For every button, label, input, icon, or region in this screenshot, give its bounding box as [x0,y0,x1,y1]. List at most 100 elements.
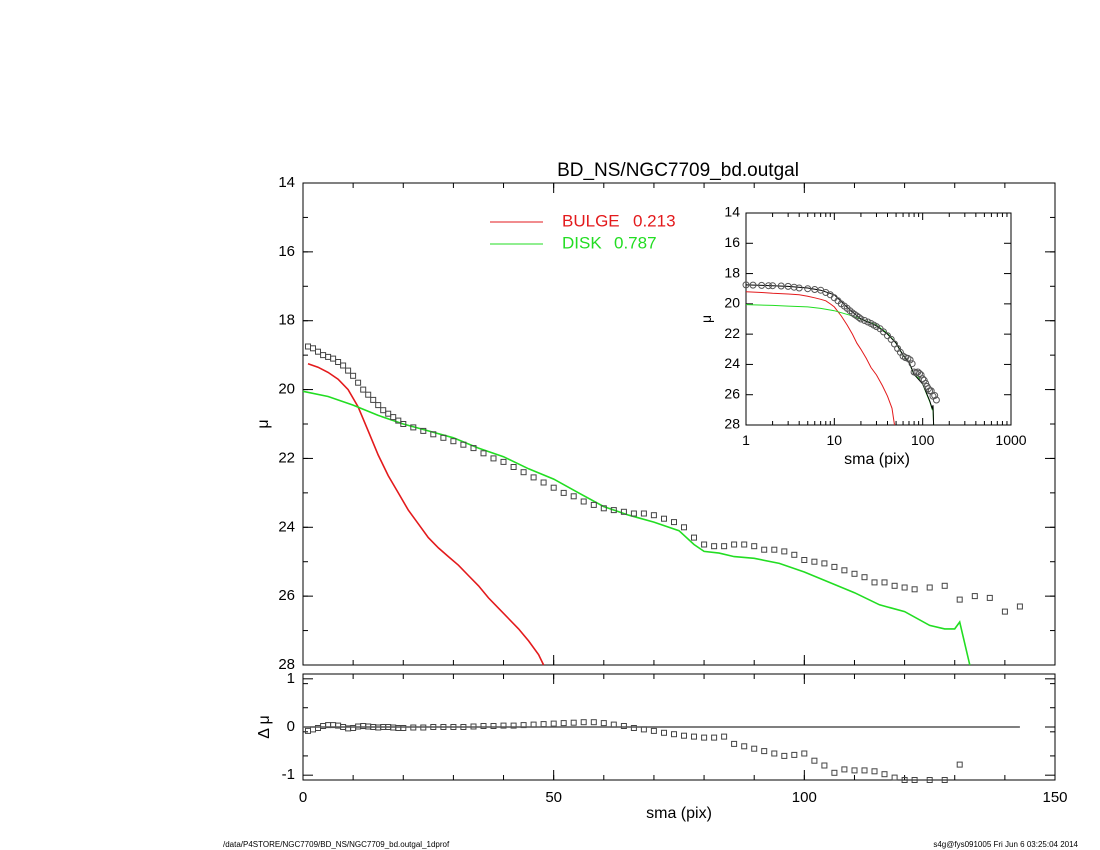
inset-data-point [769,282,777,290]
residual-residual-point [661,729,667,736]
main-data-point [385,410,392,417]
main-data-point [365,391,372,398]
main-y-tick-label: 22 [278,449,295,466]
main-data-point [470,445,477,452]
inset-data-point [906,356,914,364]
main-data-point [671,519,677,526]
main-axis-ticks: 14 16 18 20 22 24 26 28 [278,174,1056,673]
residual-residual-point [811,757,818,764]
main-data-point [956,596,963,603]
main-data-point [600,505,607,512]
main-data-point [510,464,517,470]
residual-residual-point [761,748,768,755]
inset-y-tick-label: 26 [724,385,740,401]
main-data-point [590,501,597,508]
main-data-point [580,498,587,505]
main-data-point [721,543,728,550]
residual-x-tick-label: 50 [545,789,562,806]
main-data-point [320,352,327,359]
residual-residual-point [691,733,697,740]
inset-y-tick-label: 16 [724,234,740,250]
main-plot-series [302,343,1023,666]
main-data-point [711,543,718,550]
main-data-point [420,427,427,434]
main-data-point [345,367,352,374]
residual-residual-point [590,719,597,726]
main-data-point [681,524,687,531]
residual-plot-panel: Δ μ sma (pix) 10-10 50 100 150 [256,670,1068,822]
main-y-tick-label: 26 [278,587,295,604]
main-data-point [881,579,888,586]
main-data-point [520,469,527,476]
residual-residual-point [911,777,918,783]
main-bulge-line [307,363,545,666]
residual-residual-point [400,725,407,731]
main-data-point [986,594,993,601]
main-data-point [540,479,547,486]
residual-residual-point [510,722,517,729]
main-data-point [761,546,768,553]
residual-residual-point [801,750,808,757]
footer-file-path: /data/P4STORE/NGC7709/BD_NS/NGC7709_bd.o… [223,840,450,849]
residual-x-tick-label: 150 [1042,789,1067,806]
residual-residual-point [540,721,547,728]
main-data-point [350,372,357,379]
main-data-point [340,362,347,369]
main-data-point [911,586,918,593]
main-y-tick-label: 16 [278,243,295,260]
footer-timestamp: s4g@fys091005 Fri Jun 6 03:25:04 2014 [933,840,1078,849]
main-data-point [330,355,337,362]
residual-y-tick-label: 1 [287,670,295,687]
inset-plot-panel: μ sma (pix) 14 16 18 20 22 24 26 281 10 100 1000 [698,204,1027,468]
residual-residual-point [741,743,748,750]
residual-residual-point [480,723,487,729]
residual-residual-point [841,766,848,773]
inset-data-point [917,371,925,379]
residual-residual-point [751,745,758,752]
residual-residual-point [791,751,798,758]
residual-residual-point [861,767,868,774]
residual-x-tick-label: 0 [299,789,307,806]
residual-residual-point [731,740,738,747]
residual-residual-point [901,777,908,783]
residual-residual-point [771,750,778,757]
main-data-point [460,441,467,448]
residual-residual-point [500,722,507,729]
inset-data-point [765,282,772,290]
inset-data-point [861,317,869,324]
inset-y-axis-label: μ [698,315,714,323]
main-data-point [971,593,978,600]
main-y-tick-label: 20 [278,381,295,398]
main-data-point [550,484,557,491]
main-data-point [560,489,567,496]
residual-residual-point [721,733,728,740]
residual-residual-point [891,774,898,781]
residual-residual-point [701,734,708,741]
residual-y-axis-label: Δ μ [256,715,273,738]
main-data-point [530,474,537,481]
inset-plot-background [745,212,1012,426]
chart-title: BD_NS/NGC7709_bd.outgal [557,160,799,181]
residual-residual-point [851,767,858,774]
inset-x-tick-label: 1 [742,432,750,448]
inset-model-line [745,284,935,426]
inset-bulge-line [745,291,895,426]
inset-data-point [804,285,812,293]
main-data-point [430,431,437,438]
main-data-point [781,548,788,555]
residual-residual-point [821,762,828,769]
inset-data-point [855,314,863,321]
residual-residual-point [681,732,687,739]
main-data-point [771,546,778,553]
inset-y-tick-label: 24 [724,355,740,371]
main-data-point [360,386,367,393]
main-data-point [490,455,497,462]
inset-data-point [873,323,880,331]
main-data-point [1016,603,1023,610]
inset-x-axis-label: sma (pix) [844,451,910,468]
main-data-point [701,541,708,548]
inset-y-tick-label: 22 [724,325,740,341]
main-data-point [751,543,758,550]
main-data-point [901,584,908,591]
residual-residual-point [671,731,677,738]
